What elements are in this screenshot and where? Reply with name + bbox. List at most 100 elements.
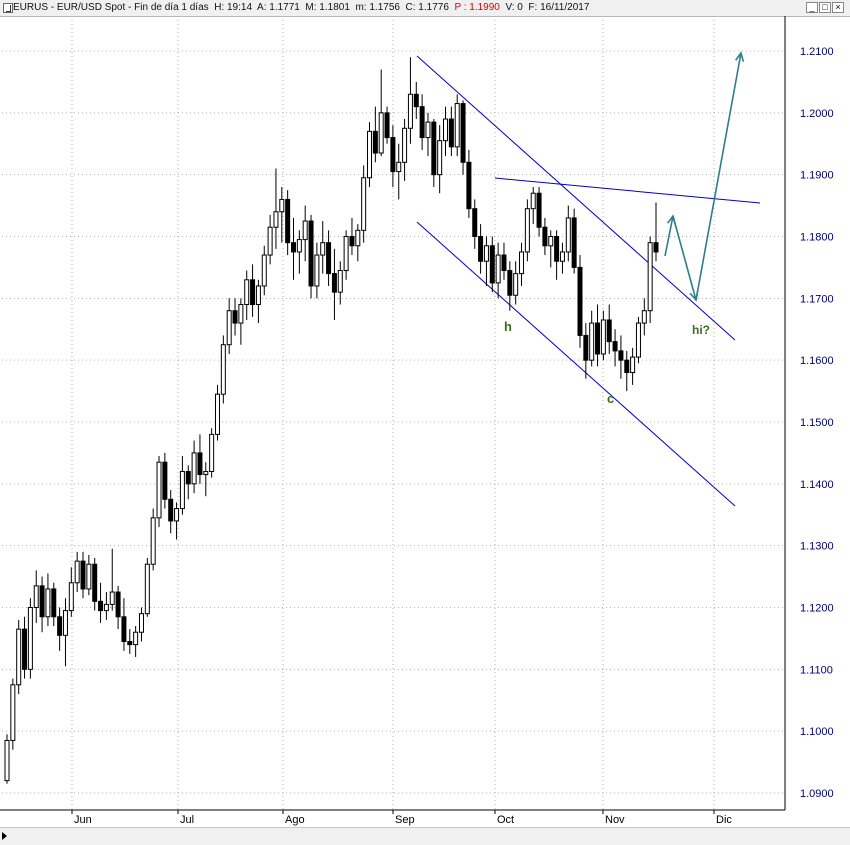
candle-body [466,161,472,210]
candle [542,217,548,256]
candle [396,143,402,200]
candle [425,112,431,157]
candle-body [583,334,589,361]
candle [478,224,484,274]
projection-path [664,52,742,301]
wave-label-c: c [607,391,614,406]
candle-body [431,121,437,176]
candle [337,261,343,305]
candle [285,190,291,256]
candle-body [530,192,536,210]
candle [448,106,454,157]
wave-label-h: h [504,319,512,334]
candle-body [191,452,197,485]
candle [618,335,624,379]
candle [472,199,478,249]
date-label: F: 16/11/2017 [528,2,590,13]
lower-channel-line [416,221,736,507]
price-chart[interactable]: 1.2100 1.2000 1.1900 1.1800 1.1700 1.1600 1.15… [0,16,850,827]
candle [600,310,606,361]
candle [80,551,86,599]
candle-body [326,242,332,275]
candle-body [448,118,454,148]
candle-body [548,236,554,247]
candle [460,100,466,175]
candle [209,428,215,478]
candle-body [214,393,220,435]
candle-body [127,641,133,646]
candle-body [174,508,180,522]
candle-body [302,220,308,241]
candle [524,199,530,262]
chart-icon[interactable] [3,3,13,13]
candle-body [162,461,168,500]
candle-body [62,610,68,636]
candle [536,187,542,237]
horizontal-scrollbar[interactable] [0,827,850,845]
candle-body [635,322,641,358]
scroll-right-icon[interactable] [2,832,7,840]
upper-channel-line [416,55,736,341]
candle [571,208,577,274]
low-label: m: 1.1756 [355,2,400,13]
candle [296,230,302,274]
chart-header-bar: EURUS - EUR/USD Spot - Fin de día 1 días… [0,0,850,17]
candle [624,350,630,392]
candle-body [226,310,232,346]
candle [255,279,261,324]
candle [390,125,396,188]
candle [326,230,332,286]
candle [144,558,150,617]
x-tick-label: Sep [395,814,415,826]
candle-body [331,273,337,293]
candle-body [402,127,408,163]
candle-body [279,198,285,213]
candle [127,629,133,654]
y-tick-label: 1.2100 [800,46,834,58]
candle-body [197,452,203,476]
candle-body [501,254,507,272]
candle-body [238,304,244,324]
candle [168,490,174,534]
chart-grid [2,16,785,810]
x-tick-label: Oct [497,814,514,826]
candle-body [478,236,484,262]
x-tick-label: Dic [716,814,732,826]
candle-body [314,254,320,287]
period-label: Fin de día 1 días [134,2,209,13]
candle [443,106,449,157]
candle-body [255,285,261,306]
candle [220,335,226,404]
candle-body [109,591,115,605]
candle [197,434,203,484]
candle [273,168,279,249]
candle [402,119,408,181]
arrow-head-up-icon [666,214,677,225]
y-tick-label: 1.1500 [800,417,834,429]
candle [647,236,653,324]
candle [290,217,296,280]
candle [454,94,460,157]
candle-body [618,350,624,361]
candle [98,582,104,623]
candle-body [443,118,449,142]
candle-body [437,140,443,176]
candle-body [308,220,314,287]
maximize-button[interactable]: □ [819,2,831,13]
candle-body [407,93,413,129]
candle [612,329,618,367]
open-label: A: 1.1771 [257,2,300,13]
candle [501,242,507,280]
candle [86,554,92,596]
candle [367,122,373,188]
minimize-button[interactable]: _ [806,2,818,13]
candle-body [589,322,595,361]
candle [109,548,115,611]
candle [232,298,238,336]
candle-body [507,270,513,296]
close-button[interactable]: × [832,2,844,13]
candle-body [612,341,618,352]
candle [384,106,390,144]
candle [419,94,425,150]
candle-body [22,628,28,670]
